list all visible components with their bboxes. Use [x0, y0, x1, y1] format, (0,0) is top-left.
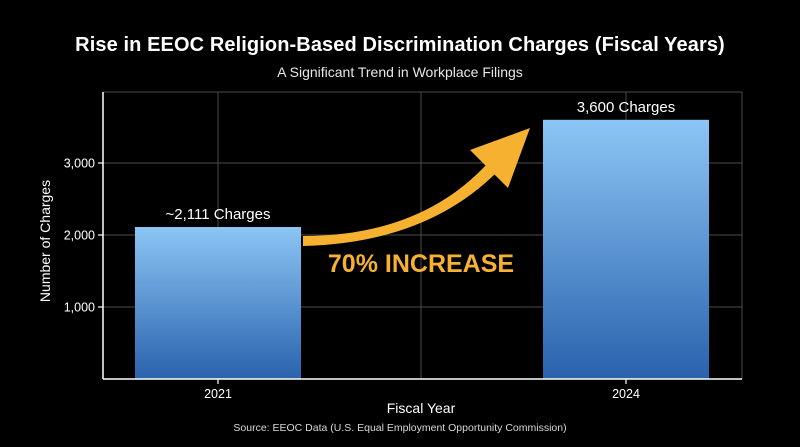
increase-arrow-icon	[303, 128, 530, 246]
bar-2024	[543, 119, 709, 380]
chart-title: Rise in EEOC Religion-Based Discriminati…	[75, 34, 725, 56]
y-tick-label: 1,000	[64, 301, 95, 315]
increase-annotation: 70% INCREASE	[328, 250, 514, 278]
bars	[135, 119, 709, 380]
data-label-2021: ~2,111 Charges	[166, 206, 271, 223]
x-axis-title: Fiscal Year	[387, 400, 456, 416]
y-ticks: 1,000 2,000 3,000	[64, 157, 103, 315]
chart-subtitle: A Significant Trend in Workplace Filings	[277, 64, 523, 80]
y-axis-title: Number of Charges	[37, 180, 53, 302]
x-tick-label: 2021	[204, 387, 232, 401]
source-note: Source: EEOC Data (U.S. Equal Employment…	[233, 422, 567, 434]
bar-2021	[135, 227, 301, 379]
data-label-2024: 3,600 Charges	[577, 99, 675, 116]
y-tick-label: 3,000	[64, 157, 95, 171]
y-tick-label: 2,000	[64, 229, 95, 243]
data-labels: ~2,111 Charges 3,600 Charges	[166, 99, 676, 223]
x-ticks: 2021 2024	[204, 379, 640, 401]
x-tick-label: 2024	[612, 387, 640, 401]
